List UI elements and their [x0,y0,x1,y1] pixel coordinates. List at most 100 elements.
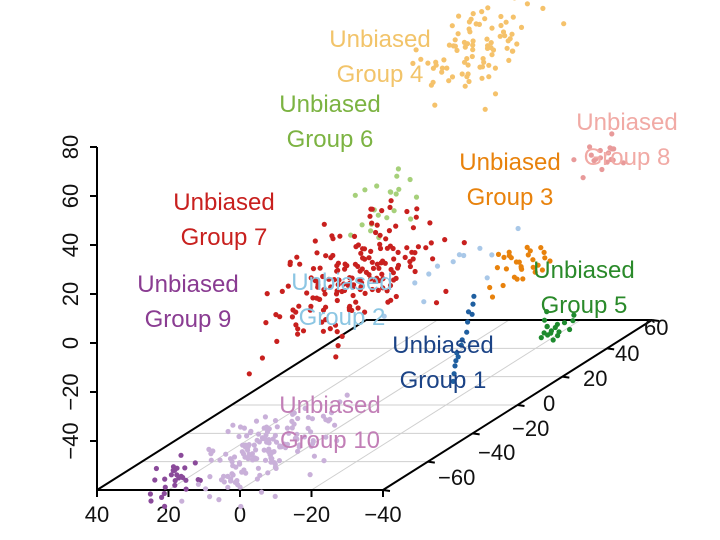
y-tick-label: −40 [478,440,515,465]
data-point [333,354,339,360]
data-point [538,245,544,251]
grid-line [311,319,581,491]
data-point [260,436,266,442]
series-unbiased-group-5 [538,309,577,343]
data-point [334,438,340,444]
data-point [356,278,362,284]
data-point [369,220,375,226]
data-point [282,445,289,451]
data-point [379,271,385,277]
series-unbiased-group-4 [410,0,567,112]
data-point [450,259,456,265]
data-point [168,472,174,478]
data-point [571,157,577,163]
data-point [178,452,184,458]
data-point [375,212,381,218]
data-point [328,284,334,290]
data-point [412,250,418,256]
data-point [162,476,168,482]
data-point [332,322,339,328]
data-point [413,194,420,200]
data-point [443,288,449,294]
data-point [269,456,275,462]
data-point [468,16,474,22]
data-point [254,476,260,482]
data-point [349,307,355,313]
data-point [336,277,342,283]
y-tick-label: 20 [583,366,607,391]
data-point [410,60,416,66]
data-point [387,189,393,195]
data-point [456,13,462,19]
data-point [404,208,410,215]
data-point [503,19,509,25]
data-point [425,60,431,66]
data-point [234,478,240,484]
data-point [259,355,265,361]
series-unbiased-group-7 [246,198,467,377]
data-point [407,176,413,183]
data-point [335,343,341,349]
data-point [486,74,492,80]
data-point [430,65,436,71]
group-label-line2: Group 10 [280,427,380,454]
data-point [322,291,328,297]
data-point [390,270,396,276]
data-point [272,493,278,499]
group-label: Unbiased Group 8 [576,109,677,171]
data-point [469,53,475,60]
data-point [530,257,536,263]
data-point [357,268,363,274]
data-point [314,250,320,256]
data-point [459,71,465,77]
data-point [373,229,379,236]
data-point [380,276,386,282]
data-point [377,232,383,238]
data-point [294,254,300,260]
data-point [527,248,533,254]
data-point [310,440,316,447]
data-point [465,62,471,68]
data-point [236,433,242,440]
data-point [291,410,297,416]
data-point [570,318,576,324]
data-point [335,260,341,266]
group-label: Unbiased Group 5 [533,257,634,319]
data-point [488,40,494,46]
data-points [147,0,627,510]
data-point [159,494,165,500]
data-point [479,75,485,81]
data-point [367,213,373,219]
x-tick-label: −20 [293,502,330,527]
data-point [498,13,504,20]
data-point [274,338,280,344]
data-point [255,465,261,471]
data-point [276,458,282,464]
group-label-line2: Group 2 [299,304,386,331]
data-point [433,59,439,65]
x-tick-label: 40 [85,502,109,527]
data-point [369,259,375,265]
data-point [410,225,416,231]
data-point [261,447,267,453]
data-point [344,392,350,398]
data-point [377,241,383,247]
data-point [296,444,302,450]
group-label-line1: Unbiased [279,91,380,118]
data-point [410,256,416,262]
data-point [479,9,485,15]
data-point [312,238,318,244]
data-point [510,14,516,20]
data-point [609,131,615,137]
data-point [393,191,399,197]
data-point [518,264,524,270]
data-point [337,233,343,239]
data-point [328,410,335,416]
data-point [295,331,301,337]
data-point [518,24,525,30]
data-point [484,36,490,42]
data-point [484,45,491,52]
data-point [449,23,455,29]
data-point [162,503,168,509]
